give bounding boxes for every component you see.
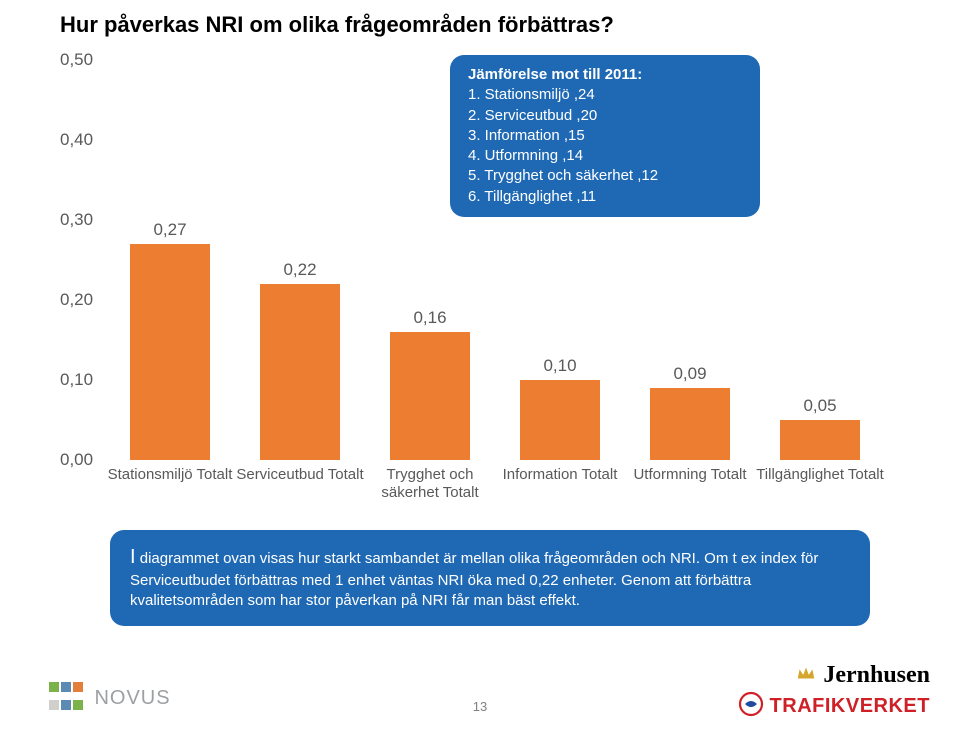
page-title: Hur påverkas NRI om olika frågeområden f…	[60, 12, 614, 38]
x-axis-label: Serviceutbud Totalt	[230, 466, 370, 484]
caption-text: diagrammet ovan visas hur starkt samband…	[130, 550, 818, 609]
bar: 0,10	[520, 380, 600, 460]
bar-value-label: 0,22	[260, 260, 340, 280]
bar: 0,05	[780, 420, 860, 460]
jernhusen-logo: Jernhusen	[738, 662, 930, 689]
x-axis-label: Utformning Totalt	[620, 466, 760, 484]
right-logos: Jernhusen TRAFIKVERKET	[738, 662, 930, 722]
novus-text: NOVUS	[94, 687, 170, 710]
y-tick-label: 0,10	[60, 370, 110, 390]
bar-value-label: 0,05	[780, 396, 860, 416]
bar-value-label: 0,16	[390, 308, 470, 328]
trafikverket-text: TRAFIKVERKET	[770, 695, 930, 718]
jernhusen-text: Jernhusen	[823, 662, 930, 689]
caption-box: I diagrammet ovan visas hur starkt samba…	[110, 530, 870, 626]
trafikverket-icon	[738, 691, 764, 722]
bar: 0,22	[260, 284, 340, 460]
plot-area: 0,27 0,22 0,16 0,10 0,09 0,05	[120, 60, 900, 460]
novus-logo: NOVUS	[48, 680, 171, 716]
trafikverket-logo: TRAFIKVERKET	[738, 691, 930, 722]
bar-value-label: 0,09	[650, 364, 730, 384]
bar-value-label: 0,10	[520, 356, 600, 376]
footer: NOVUS 13 Jernhusen TRAFIKVERKET	[0, 656, 960, 716]
x-axis-label: Tillgänglighet Totalt	[750, 466, 890, 484]
bar: 0,16	[390, 332, 470, 460]
novus-dots-icon	[48, 680, 84, 716]
bar: 0,09	[650, 388, 730, 460]
bar-chart: 0,000,100,200,300,400,50 0,270,220,160,1…	[60, 60, 900, 460]
bar-value-label: 0,27	[130, 220, 210, 240]
x-axis-label: Trygghet och säkerhet Totalt	[360, 466, 500, 502]
y-tick-label: 0,30	[60, 210, 110, 230]
y-tick-label: 0,20	[60, 290, 110, 310]
y-tick-label: 0,50	[60, 50, 110, 70]
y-axis: 0,000,100,200,300,400,50	[60, 60, 110, 460]
x-axis-label: Information Totalt	[490, 466, 630, 484]
y-tick-label: 0,40	[60, 130, 110, 150]
bar: 0,27	[130, 244, 210, 460]
page-number: 13	[473, 699, 487, 714]
crown-icon	[795, 662, 817, 689]
x-axis-label: Stationsmiljö Totalt	[100, 466, 240, 484]
